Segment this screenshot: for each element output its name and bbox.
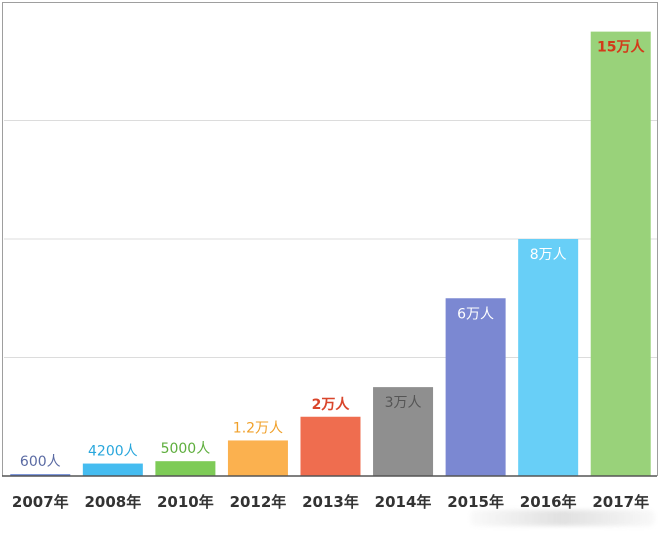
data-label-2: 5000人 [161,441,211,457]
bar-1 [82,463,143,476]
bar-5 [373,387,434,476]
chart-frame [2,2,658,476]
bar-4 [300,416,361,476]
x-tick-label-0: 2007年 [12,493,69,511]
x-tick-label-4: 2013年 [302,493,359,511]
bar-0 [10,474,71,476]
x-tick-label-1: 2008年 [84,493,141,511]
x-tick-label-8: 2017年 [592,493,649,511]
blurred-watermark [470,510,655,526]
bar-3 [227,440,288,476]
data-label-7: 8万人 [530,247,567,263]
data-label-8: 15万人 [597,39,645,56]
x-tick-label-6: 2015年 [447,493,504,511]
bar-8 [590,31,651,476]
data-label-6: 6万人 [457,306,494,322]
bar-6 [445,298,506,476]
data-label-5: 3万人 [385,395,422,411]
x-tick-label-7: 2016年 [520,493,577,511]
data-label-1: 4200人 [88,444,138,460]
x-tick-label-5: 2014年 [375,493,432,511]
data-label-0: 600人 [20,454,61,470]
data-label-4: 2万人 [312,396,351,413]
data-label-3: 1.2万人 [233,420,283,436]
x-tick-label-3: 2012年 [230,493,287,511]
x-tick-label-2: 2010年 [157,493,214,511]
bar-7 [518,239,579,476]
bar-2 [155,461,216,476]
